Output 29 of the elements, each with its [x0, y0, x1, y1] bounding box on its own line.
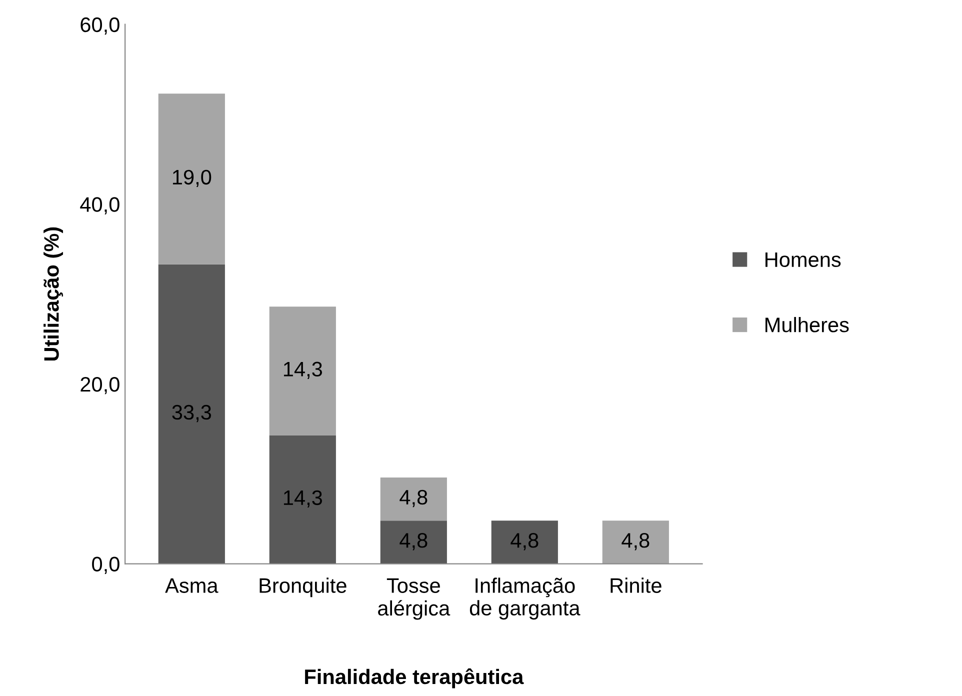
y-axis-title: Utilização (%): [44, 227, 63, 361]
x-tick-label: Rinite: [610, 578, 662, 593]
x-tick-label: Asma: [165, 578, 218, 593]
bar: [269, 306, 336, 436]
bar: [380, 520, 447, 564]
x-tick-label: Tosse alérgica: [378, 578, 450, 620]
bar: [158, 94, 225, 264]
bar: [602, 520, 669, 564]
data-label: 4,8: [622, 533, 650, 550]
data-label: 33,3: [172, 404, 212, 422]
x-axis-title: Finalidade terapêutica: [305, 668, 524, 688]
bar: [380, 477, 447, 521]
y-tick-label: 0,0: [92, 556, 120, 574]
y-tick-label: 40,0: [80, 197, 120, 214]
data-label: 4,8: [510, 533, 538, 550]
bar: [491, 520, 558, 564]
x-tick-label: Inflamação de garganta: [470, 578, 580, 620]
x-tick-label: Bronquite: [260, 578, 346, 598]
data-label: 4,8: [400, 490, 428, 508]
data-label: 4,8: [400, 533, 428, 550]
bar: [158, 264, 225, 564]
legend-label: Homens: [766, 252, 841, 268]
data-label: 19,0: [172, 170, 212, 188]
data-label: 14,3: [284, 362, 322, 379]
y-tick-label: 60,0: [80, 17, 120, 35]
bar: [269, 435, 336, 564]
legend-label: Mulheres: [766, 316, 849, 332]
data-label: 14,3: [284, 490, 322, 508]
y-tick-label: 20,0: [80, 376, 120, 394]
